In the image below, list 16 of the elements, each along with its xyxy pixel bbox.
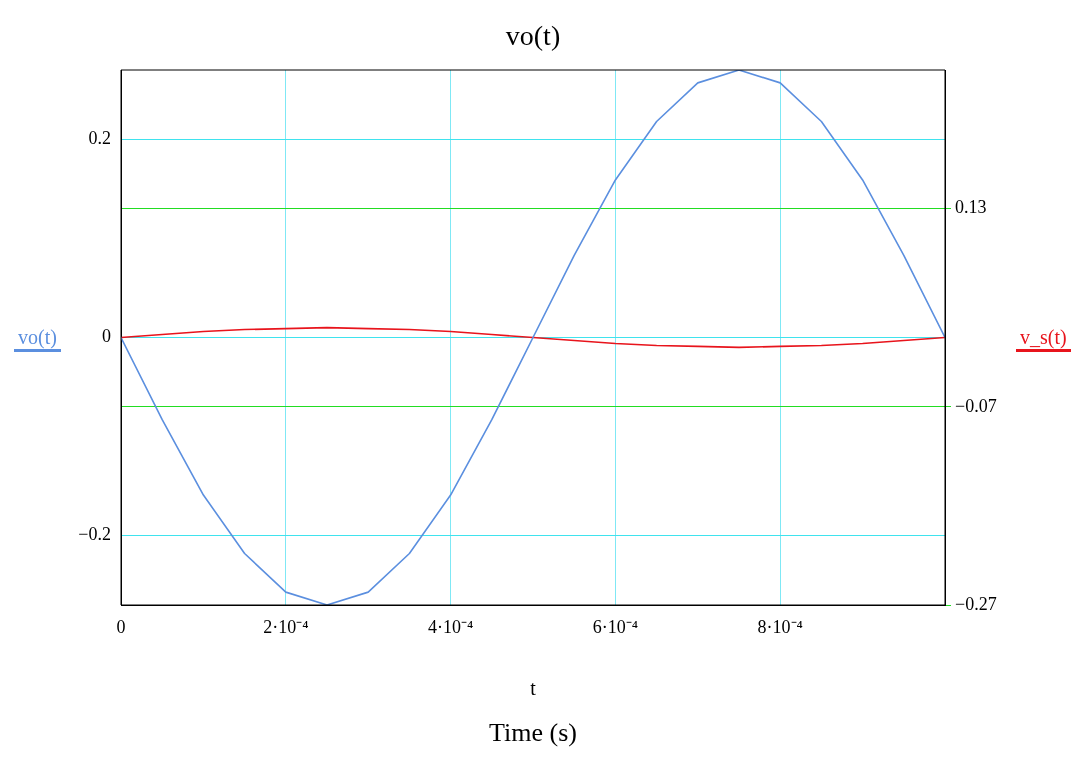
text: v_s(t) (1019, 326, 1068, 348)
y2-tick-label: 0.13 (955, 197, 987, 218)
x-tick-label: 0 (116, 616, 126, 637)
y-tick-label: 0.2 (88, 128, 111, 149)
x-tick-label: 6·10⁻⁴ (592, 616, 639, 637)
chart-title: vo(t) (505, 20, 561, 52)
y2-tick-label: −0.27 (955, 593, 997, 614)
text: vo(t) (17, 326, 58, 348)
x-tick-label: 2·10⁻⁴ (263, 616, 309, 637)
x-tick-label: 8·10⁻⁴ (757, 616, 803, 637)
y-tick-label: 0 (102, 326, 111, 347)
text: Time (s) (489, 717, 577, 747)
x-axis-title: t (530, 677, 537, 700)
x-tick-label: 4·10⁻⁴ (427, 616, 474, 637)
y2-tick-label: −0.07 (955, 395, 997, 416)
y-tick-label: −0.2 (78, 524, 111, 545)
